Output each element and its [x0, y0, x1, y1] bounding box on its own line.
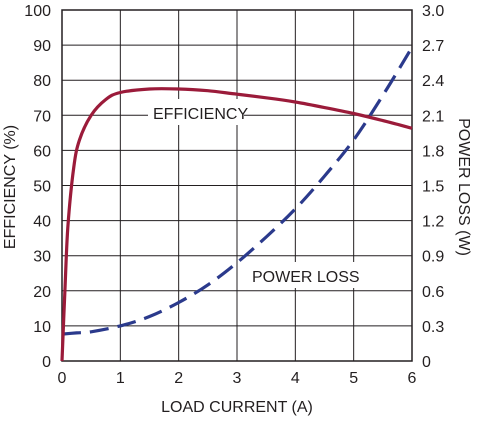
x-tick-label: 5 [349, 370, 358, 387]
series-layer [60, 46, 414, 362]
y-tick-label-left: 70 [33, 108, 51, 125]
power-loss-annotation-label: POWER LOSS [252, 269, 360, 286]
power-loss-annotation: POWER LOSS [247, 262, 361, 288]
y-tick-label-left: 80 [33, 73, 51, 90]
efficiency-annotation-label: EFFICIENCY [153, 106, 248, 123]
y-tick-label-right: 3.0 [422, 3, 444, 20]
tick-layer: 0 1 2 3 4 5 60 010 0.320 0.630 0.940 1.250 1.560 1.87… [24, 3, 444, 387]
y-tick-label-left: 20 [33, 284, 51, 301]
y-tick-label-right: 1.8 [422, 143, 444, 160]
x-tick-label: 0 [58, 370, 67, 387]
x-tick-label: 3 [233, 370, 242, 387]
power-loss-annotation-bg [247, 262, 361, 288]
y-tick-label-right: 0 [422, 354, 431, 371]
y-tick-label-left: 90 [33, 38, 51, 55]
y-tick-label-left: 0 [42, 354, 51, 371]
plot-frame [61, 9, 413, 362]
x-tick-label: 6 [408, 370, 417, 387]
y-axis-title-left: EFFICIENCY (%) [2, 125, 19, 249]
y-tick-label-right: 0.6 [422, 284, 444, 301]
x-tick-label: 1 [116, 370, 125, 387]
efficiency-annotation-bg [148, 99, 244, 125]
x-axis-title: LOAD CURRENT (A) [161, 399, 313, 416]
y-tick-label-right: 0.9 [422, 249, 444, 266]
efficiency-annotation: EFFICIENCY [148, 99, 248, 125]
power_loss-series-line [61, 46, 414, 336]
efficiency-series-line [60, 87, 413, 362]
y-tick-label-left: 10 [33, 319, 51, 336]
y-tick-label-right: 1.5 [422, 179, 444, 196]
y-tick-label-right: 2.7 [422, 38, 444, 55]
y-tick-label-right: 2.4 [422, 73, 444, 90]
y-tick-label-right: 2.1 [422, 108, 444, 125]
y-tick-label-left: 100 [24, 3, 51, 20]
y-tick-label-left: 30 [33, 249, 51, 266]
y-tick-label-right: 0.3 [422, 319, 444, 336]
x-tick-label: 4 [291, 370, 300, 387]
x-tick-label: 2 [174, 370, 183, 387]
y-tick-label-left: 40 [33, 214, 51, 231]
y-axis-title-right: POWER LOSS (W) [455, 118, 472, 256]
y-tick-label-left: 50 [33, 179, 51, 196]
y-tick-label-right: 1.2 [422, 214, 444, 231]
grid-layer [61, 9, 413, 362]
y-tick-label-left: 60 [33, 143, 51, 160]
